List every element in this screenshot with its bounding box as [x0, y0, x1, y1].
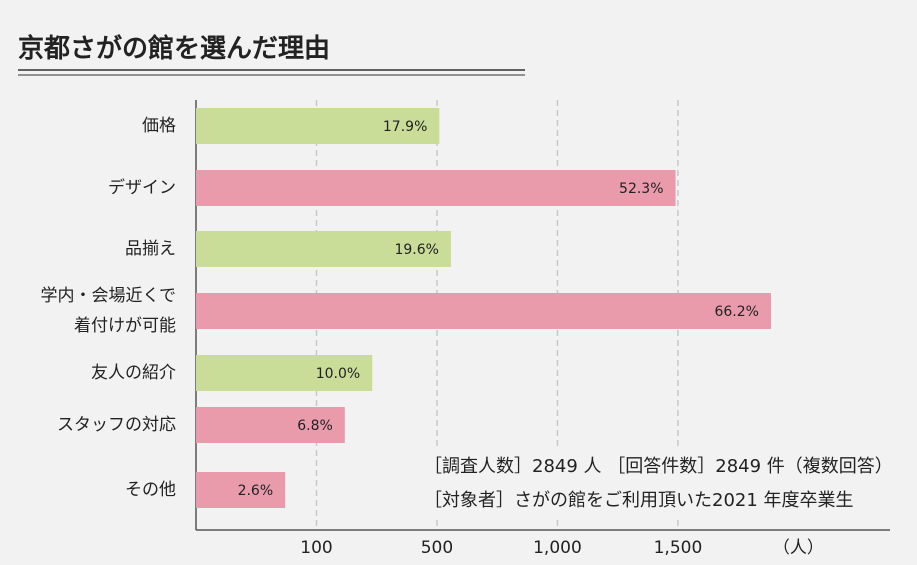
category-label: 学内・会場近くで 着付けが可能 [40, 286, 177, 336]
category-label: 価格 [142, 116, 176, 136]
x-tick-label: 1,500 [654, 538, 703, 558]
bar [196, 108, 440, 144]
category-label: デザイン [108, 178, 176, 198]
value-label: 66.2% [714, 304, 758, 320]
bar [196, 170, 676, 206]
x-unit-label: （人） [773, 538, 824, 558]
value-label: 2.6% [238, 483, 274, 499]
bar [196, 293, 771, 329]
x-tick-label: 100 [300, 538, 332, 558]
category-label: 品揃え [125, 239, 176, 259]
bar [196, 355, 373, 391]
x-tick-label: 1,000 [533, 538, 582, 558]
category-label: スタッフの対応 [57, 415, 176, 435]
chart-title: 京都さがの館を選んだ理由 [18, 34, 331, 64]
bar [196, 472, 286, 508]
note: ［調査人数］2849 人 ［回答件数］2849 件（複数回答） ［対象者］さがの… [420, 450, 897, 518]
note-line: ［調査人数］2849 人 ［回答件数］2849 件（複数回答） [424, 456, 893, 477]
value-label: 6.8% [297, 418, 333, 434]
bar [196, 231, 451, 267]
x-tick-label: 500 [421, 538, 453, 558]
value-label: 17.9% [383, 119, 427, 135]
value-label: 19.6% [394, 242, 438, 258]
value-label: 52.3% [619, 181, 663, 197]
value-label: 10.0% [316, 366, 360, 382]
category-label: 友人の紹介 [91, 363, 176, 383]
note-line: ［対象者］さがの館をご利用頂いた2021 年度卒業生 [424, 490, 854, 511]
category-label: その他 [125, 480, 176, 500]
bar [196, 407, 345, 443]
